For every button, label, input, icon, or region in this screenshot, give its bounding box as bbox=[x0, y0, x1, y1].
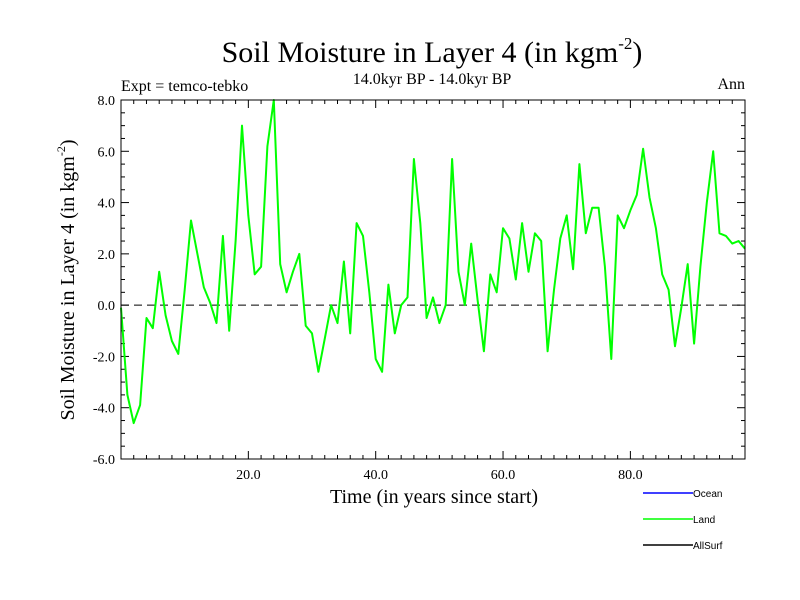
x-axis-label: Time (in years since start) bbox=[330, 486, 538, 508]
y-tick-label: 0.0 bbox=[98, 299, 116, 314]
chart-subtitle: 14.0kyr BP - 14.0kyr BP bbox=[353, 71, 512, 88]
legend-label-land: Land bbox=[693, 515, 715, 526]
y-axis-label-close: ) bbox=[57, 139, 79, 146]
tick-labels-layer: -6.0 -4.0 -2.0 0.0 2.0 4.0 6.0 8.0 20.0 40.0 60.0 8… bbox=[93, 94, 643, 483]
y-axis-label-sup: -2 bbox=[54, 146, 68, 156]
ticks-layer bbox=[121, 99, 745, 460]
season-label: Ann bbox=[717, 76, 745, 93]
y-tick-label: 4.0 bbox=[98, 197, 116, 212]
chart-title-main: Soil Moisture in Layer 4 (in kgm bbox=[222, 36, 619, 69]
legend: Ocean Land AllSurf bbox=[643, 489, 723, 552]
y-tick-label: 2.0 bbox=[98, 248, 116, 263]
series-layer bbox=[120, 99, 746, 425]
chart-title-sup: -2 bbox=[618, 34, 632, 53]
chart-title-close: ) bbox=[632, 36, 642, 69]
y-tick-label: -4.0 bbox=[93, 402, 115, 417]
legend-label-ocean: Ocean bbox=[693, 489, 722, 500]
x-tick-label: 80.0 bbox=[618, 468, 643, 483]
y-tick-label: -2.0 bbox=[93, 350, 115, 365]
chart-title: Soil Moisture in Layer 4 (in kgm-2) bbox=[222, 34, 643, 69]
y-axis-label: Soil Moisture in Layer 4 (in kgm-2) bbox=[54, 139, 79, 420]
y-tick-label: -6.0 bbox=[93, 453, 115, 468]
x-tick-label: 60.0 bbox=[491, 468, 516, 483]
series-line-land bbox=[120, 99, 746, 425]
y-tick-label: 8.0 bbox=[98, 94, 116, 109]
y-axis-label-main: Soil Moisture in Layer 4 (in kgm bbox=[57, 156, 79, 421]
legend-label-allsurf: AllSurf bbox=[693, 541, 723, 552]
experiment-label: Expt = temco-tebko bbox=[121, 78, 248, 95]
plot-frame bbox=[120, 99, 746, 460]
x-tick-label: 40.0 bbox=[363, 468, 388, 483]
x-tick-label: 20.0 bbox=[236, 468, 261, 483]
y-tick-label: 6.0 bbox=[98, 145, 116, 160]
